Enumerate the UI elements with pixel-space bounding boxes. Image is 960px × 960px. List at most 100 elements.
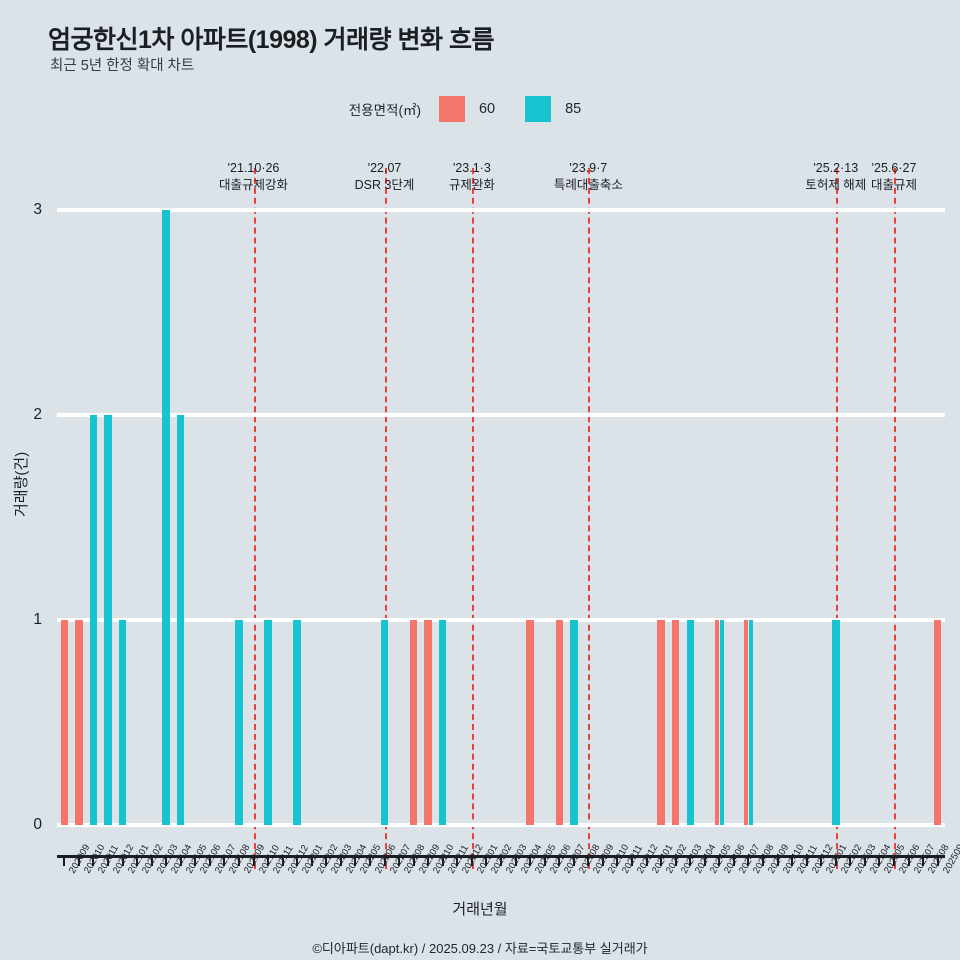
chart-footer: ©디아파트(dapt.kr) / 2025.09.23 / 자료=국토교통부 실… — [312, 941, 648, 956]
annotation-line — [253, 168, 256, 869]
bar-202305-60 — [526, 620, 534, 825]
x-tick — [863, 855, 866, 866]
annotation-label: '25.2·13 토허제 해제 — [805, 160, 866, 194]
x-tick — [776, 855, 779, 866]
x-tick — [77, 855, 80, 866]
x-tick — [878, 855, 881, 866]
annotation-line — [835, 168, 838, 869]
legend-title: 전용면적(㎡) — [348, 103, 421, 118]
bar-202406-85 — [719, 620, 724, 825]
x-tick — [368, 855, 371, 866]
bar-202011-85 — [89, 415, 98, 825]
chart-legend: 전용면적(㎡) 60 85 — [0, 96, 960, 122]
plot-area — [57, 208, 945, 827]
x-tick — [820, 855, 823, 866]
annotation-label: '23.1·3 규제완화 — [449, 160, 495, 194]
bar-202009-60 — [60, 620, 68, 825]
annotation-line — [588, 168, 591, 869]
y-axis-title: 거래량(건) — [13, 451, 30, 517]
bar-202210-60 — [424, 620, 432, 825]
x-tick — [703, 855, 706, 866]
y-tick-label: 3 — [33, 201, 42, 218]
bar-202402-60 — [657, 620, 665, 825]
bar-202111-85 — [264, 620, 272, 825]
bar-202209-60 — [409, 620, 418, 825]
x-tick — [325, 855, 328, 866]
x-tick — [383, 855, 386, 866]
x-tick — [136, 855, 139, 866]
x-tick — [514, 855, 517, 866]
x-tick — [834, 855, 837, 866]
bar-202406-60 — [715, 620, 720, 825]
bar-202105-85 — [177, 415, 185, 825]
x-tick — [223, 855, 226, 866]
annotation-date: '25.2·13 — [813, 161, 859, 175]
x-tick — [165, 855, 168, 866]
x-tick — [106, 855, 109, 866]
bar-202201-85 — [293, 620, 301, 825]
annotation-text: 규제완화 — [448, 178, 495, 192]
x-tick — [660, 855, 663, 866]
x-tick — [572, 855, 575, 866]
x-tick — [907, 855, 910, 866]
x-tick — [718, 855, 721, 866]
x-tick — [936, 855, 939, 866]
annotation-date: '22.07 — [367, 161, 402, 175]
x-tick — [631, 855, 634, 866]
x-tick — [747, 855, 750, 866]
x-axis-title: 거래년월 — [452, 901, 508, 918]
legend-swatch-60 — [438, 96, 465, 122]
x-tick — [849, 855, 852, 866]
annotation-label: '22.07 DSR 3단계 — [355, 160, 415, 194]
x-tick — [529, 855, 532, 866]
bar-202502-85 — [832, 620, 840, 825]
bar-202404-85 — [686, 620, 694, 825]
annotation-text: 특례대출축소 — [553, 178, 623, 192]
bar-202211-85 — [439, 620, 447, 825]
gridline — [57, 618, 945, 622]
x-tick — [412, 855, 415, 866]
x-tick — [791, 855, 794, 866]
annotation-label: '23.9·7 특례대출축소 — [554, 160, 623, 194]
x-tick — [645, 855, 648, 866]
legend-label-85: 85 — [565, 101, 582, 117]
bar-202010-60 — [75, 620, 83, 825]
annotation-text: 대출규제강화 — [219, 178, 289, 192]
bar-202104-85 — [162, 210, 170, 825]
legend-swatch-85 — [525, 96, 552, 122]
page-title: 엄궁한신1차 아파트(1998) 거래량 변화 흐름 — [48, 26, 494, 54]
x-tick — [689, 855, 692, 866]
x-tick — [485, 855, 488, 866]
annotation-line — [894, 168, 897, 869]
x-tick — [601, 855, 604, 866]
x-tick — [267, 855, 270, 866]
gridline — [57, 823, 945, 827]
x-tick — [441, 855, 444, 866]
bar-202101-85 — [118, 620, 127, 825]
bar-202408-85 — [748, 620, 753, 825]
y-tick-label: 1 — [33, 611, 42, 628]
x-tick — [558, 855, 561, 866]
x-tick — [121, 855, 124, 866]
x-tick — [92, 855, 95, 866]
x-tick — [150, 855, 153, 866]
x-tick — [470, 855, 473, 866]
x-tick — [252, 855, 255, 866]
x-tick — [587, 855, 590, 866]
x-tick — [616, 855, 619, 866]
x-tick — [674, 855, 677, 866]
bar-202109-85 — [235, 620, 243, 825]
annotation-text: DSR 3단계 — [354, 178, 415, 192]
y-tick-label: 0 — [33, 816, 42, 833]
x-tick — [310, 855, 313, 866]
annotation-date: '23.9·7 — [569, 161, 608, 175]
x-tick — [427, 855, 430, 866]
annotation-label: '21.10·26 대출규제강화 — [219, 160, 288, 194]
page-subtitle: 최근 5년 한정 확대 차트 — [50, 58, 195, 74]
x-tick — [732, 855, 735, 866]
x-tick — [500, 855, 502, 866]
annotation-text: 대출규제 — [871, 178, 918, 192]
x-tick — [179, 855, 182, 866]
x-tick — [194, 855, 197, 866]
